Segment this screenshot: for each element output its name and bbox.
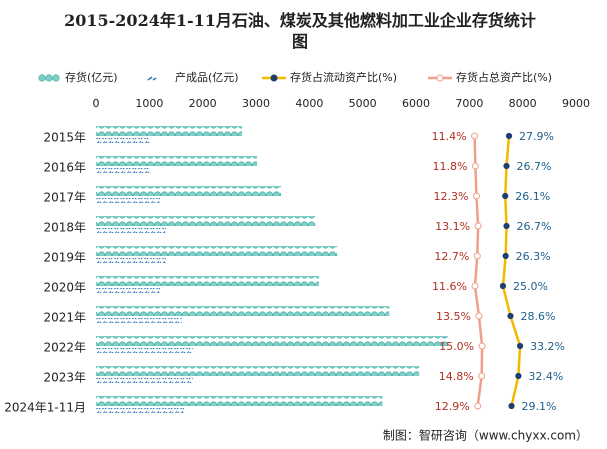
y-tick-label: 2022年 — [43, 341, 86, 355]
bar — [96, 408, 184, 413]
bar — [96, 216, 316, 226]
bar — [96, 138, 150, 143]
y-tick-label: 2020年 — [43, 281, 86, 295]
x-tick-label: 8000 — [509, 97, 537, 110]
legend-swatch — [38, 74, 46, 82]
ratio-point — [502, 252, 509, 260]
ratio-point — [471, 162, 479, 170]
bar — [96, 168, 150, 173]
y-tick-label: 2024年1-11月 — [4, 401, 86, 415]
source: 制图：智研咨询（www.chyxx.com） — [383, 428, 588, 443]
bar — [96, 366, 420, 376]
data-label: 13.5% — [436, 310, 471, 323]
chart-title: 2015-2024年1-11月石油、煤炭及其他燃料加工业企业存货统计图 — [64, 11, 536, 51]
x-tick-label: 0 — [93, 97, 100, 110]
y-tick-label: 2018年 — [43, 221, 86, 235]
ratio-point — [474, 222, 482, 230]
ratio-point — [505, 132, 513, 140]
data-label: 27.9% — [519, 130, 554, 143]
legend-label: 存货占总资产比(%) — [456, 70, 552, 84]
legend-swatch — [52, 74, 60, 82]
ratio-line — [501, 135, 522, 407]
data-label: 11.8% — [432, 160, 467, 173]
ratio-point — [478, 372, 486, 380]
bar — [96, 336, 448, 346]
bar — [96, 396, 383, 406]
ratio-point — [474, 402, 482, 410]
ratio-point — [499, 282, 507, 290]
x-tick-label: 7000 — [455, 97, 483, 110]
ratio-point — [472, 192, 480, 200]
data-label: 14.8% — [439, 370, 474, 383]
x-tick-label: 6000 — [402, 97, 430, 110]
data-label: 15.0% — [439, 340, 474, 353]
legend-swatch — [436, 74, 444, 82]
y-tick-label: 2023年 — [43, 371, 86, 385]
data-label: 11.4% — [432, 130, 467, 143]
y-tick-label: 2016年 — [43, 161, 86, 175]
bar — [96, 126, 243, 136]
data-label: 12.7% — [434, 250, 469, 263]
x-tick-label: 2000 — [189, 97, 217, 110]
bar — [96, 378, 194, 383]
bar — [96, 348, 194, 353]
data-label: 26.7% — [517, 220, 552, 233]
data-label: 11.6% — [432, 280, 467, 293]
ratio-point — [515, 372, 522, 380]
data-label: 26.3% — [516, 250, 551, 263]
legend-swatch — [270, 74, 278, 82]
x-tick-label: 5000 — [349, 97, 377, 110]
bar — [96, 198, 160, 203]
data-label: 25.0% — [513, 280, 548, 293]
legend-label: 存货(亿元) — [65, 70, 118, 84]
data-label: 29.1% — [522, 400, 557, 413]
bar — [96, 186, 282, 196]
ratio-point — [502, 192, 509, 200]
data-label: 12.9% — [435, 400, 470, 413]
data-label: 33.2% — [530, 340, 565, 353]
data-label: 26.1% — [515, 190, 550, 203]
ratio-point — [516, 342, 524, 350]
y-tick-label: 2015年 — [43, 131, 86, 145]
ratio-point — [471, 282, 479, 290]
legend-label: 产成品(亿元) — [175, 70, 239, 84]
bar — [96, 246, 338, 256]
bar — [96, 228, 166, 233]
ratio-point — [503, 162, 510, 170]
x-tick-label: 9000 — [562, 97, 590, 110]
x-tick-label: 3000 — [242, 97, 270, 110]
data-label: 26.7% — [517, 160, 552, 173]
ratio-point — [507, 312, 514, 320]
bar — [96, 258, 166, 263]
bar — [96, 276, 319, 286]
bar — [96, 306, 390, 316]
bar — [96, 288, 160, 293]
legend-swatch — [147, 76, 157, 81]
y-tick-label: 2019年 — [43, 251, 86, 265]
legend-swatch — [45, 74, 53, 82]
ratio-line — [473, 135, 484, 407]
bar — [96, 318, 182, 323]
data-label: 13.1% — [435, 220, 470, 233]
ratio-point — [478, 342, 486, 350]
data-label: 32.4% — [528, 370, 563, 383]
x-tick-label: 4000 — [295, 97, 323, 110]
ratio-point — [475, 312, 483, 320]
y-tick-label: 2021年 — [43, 311, 86, 325]
x-tick-label: 1000 — [135, 97, 163, 110]
data-label: 28.6% — [520, 310, 555, 323]
ratio-point — [471, 132, 479, 140]
ratio-point — [503, 222, 510, 230]
ratio-point — [508, 402, 515, 410]
ratio-point — [473, 252, 481, 260]
legend-label: 存货占流动资产比(%) — [290, 70, 397, 84]
bar — [96, 156, 258, 166]
data-label: 12.3% — [433, 190, 468, 203]
y-tick-label: 2017年 — [43, 191, 86, 205]
